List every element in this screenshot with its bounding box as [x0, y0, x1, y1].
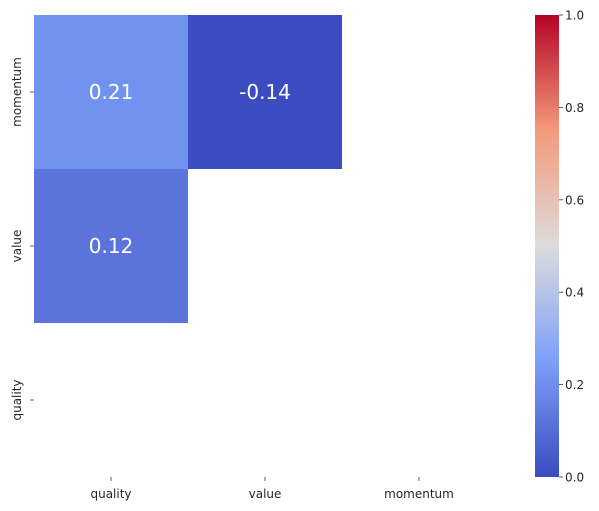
- cell-annotation-value-quality: 0.12: [89, 234, 134, 258]
- cell-annotation-momentum-value: -0.14: [239, 80, 291, 104]
- x-tick-label-value: value: [249, 487, 282, 501]
- colorbar-tick-label: 0.2: [565, 378, 584, 392]
- x-tick-label-momentum: momentum: [384, 487, 454, 501]
- x-tick-label-quality: quality: [90, 487, 131, 501]
- cell-annotation-momentum-quality: 0.21: [89, 80, 134, 104]
- heatmap-cell-momentum-quality: [34, 15, 188, 169]
- colorbar: 0.0 0.2 0.4 0.6 0.8 1.0: [535, 9, 584, 485]
- y-axis: momentum value quality: [10, 57, 34, 421]
- y-tick-label-quality: quality: [10, 379, 24, 420]
- colorbar-tick-label: 0.0: [565, 471, 584, 485]
- heatmap-cell-momentum-value: [188, 15, 342, 169]
- colorbar-tick-label: 0.8: [565, 101, 584, 115]
- heatmap-cell-value-quality: [34, 169, 188, 323]
- colorbar-tick-label: 0.6: [565, 193, 584, 207]
- y-tick-label-momentum: momentum: [10, 57, 24, 127]
- y-tick-label-value: value: [10, 230, 24, 263]
- heatmap-cells: 0.21 -0.14 0.12: [34, 15, 342, 323]
- colorbar-gradient: [535, 15, 559, 477]
- colorbar-tick-label: 1.0: [565, 9, 584, 23]
- x-axis: quality value momentum: [90, 477, 454, 501]
- colorbar-tick-label: 0.4: [565, 286, 584, 300]
